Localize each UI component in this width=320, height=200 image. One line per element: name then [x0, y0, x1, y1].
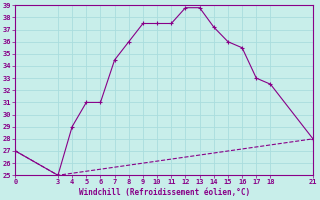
X-axis label: Windchill (Refroidissement éolien,°C): Windchill (Refroidissement éolien,°C): [79, 188, 250, 197]
